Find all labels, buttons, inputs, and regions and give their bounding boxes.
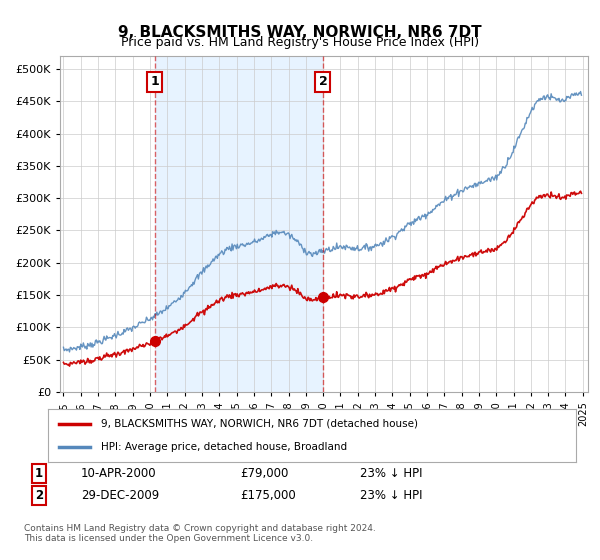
Text: Price paid vs. HM Land Registry's House Price Index (HPI): Price paid vs. HM Land Registry's House … <box>121 36 479 49</box>
Text: 23% ↓ HPI: 23% ↓ HPI <box>360 489 422 502</box>
Text: HPI: Average price, detached house, Broadland: HPI: Average price, detached house, Broa… <box>101 442 347 452</box>
Text: 10-APR-2000: 10-APR-2000 <box>81 466 157 480</box>
Text: 23% ↓ HPI: 23% ↓ HPI <box>360 466 422 480</box>
Text: 1: 1 <box>35 466 43 480</box>
Text: 9, BLACKSMITHS WAY, NORWICH, NR6 7DT (detached house): 9, BLACKSMITHS WAY, NORWICH, NR6 7DT (de… <box>101 419 418 429</box>
Text: Contains HM Land Registry data © Crown copyright and database right 2024.
This d: Contains HM Land Registry data © Crown c… <box>24 524 376 543</box>
Bar <box>155 56 323 392</box>
Text: 29-DEC-2009: 29-DEC-2009 <box>81 489 159 502</box>
Text: 1: 1 <box>151 76 159 88</box>
Text: 2: 2 <box>319 76 328 88</box>
Text: £79,000: £79,000 <box>240 466 289 480</box>
Text: 9, BLACKSMITHS WAY, NORWICH, NR6 7DT: 9, BLACKSMITHS WAY, NORWICH, NR6 7DT <box>118 25 482 40</box>
Text: 2: 2 <box>35 489 43 502</box>
Text: £175,000: £175,000 <box>240 489 296 502</box>
